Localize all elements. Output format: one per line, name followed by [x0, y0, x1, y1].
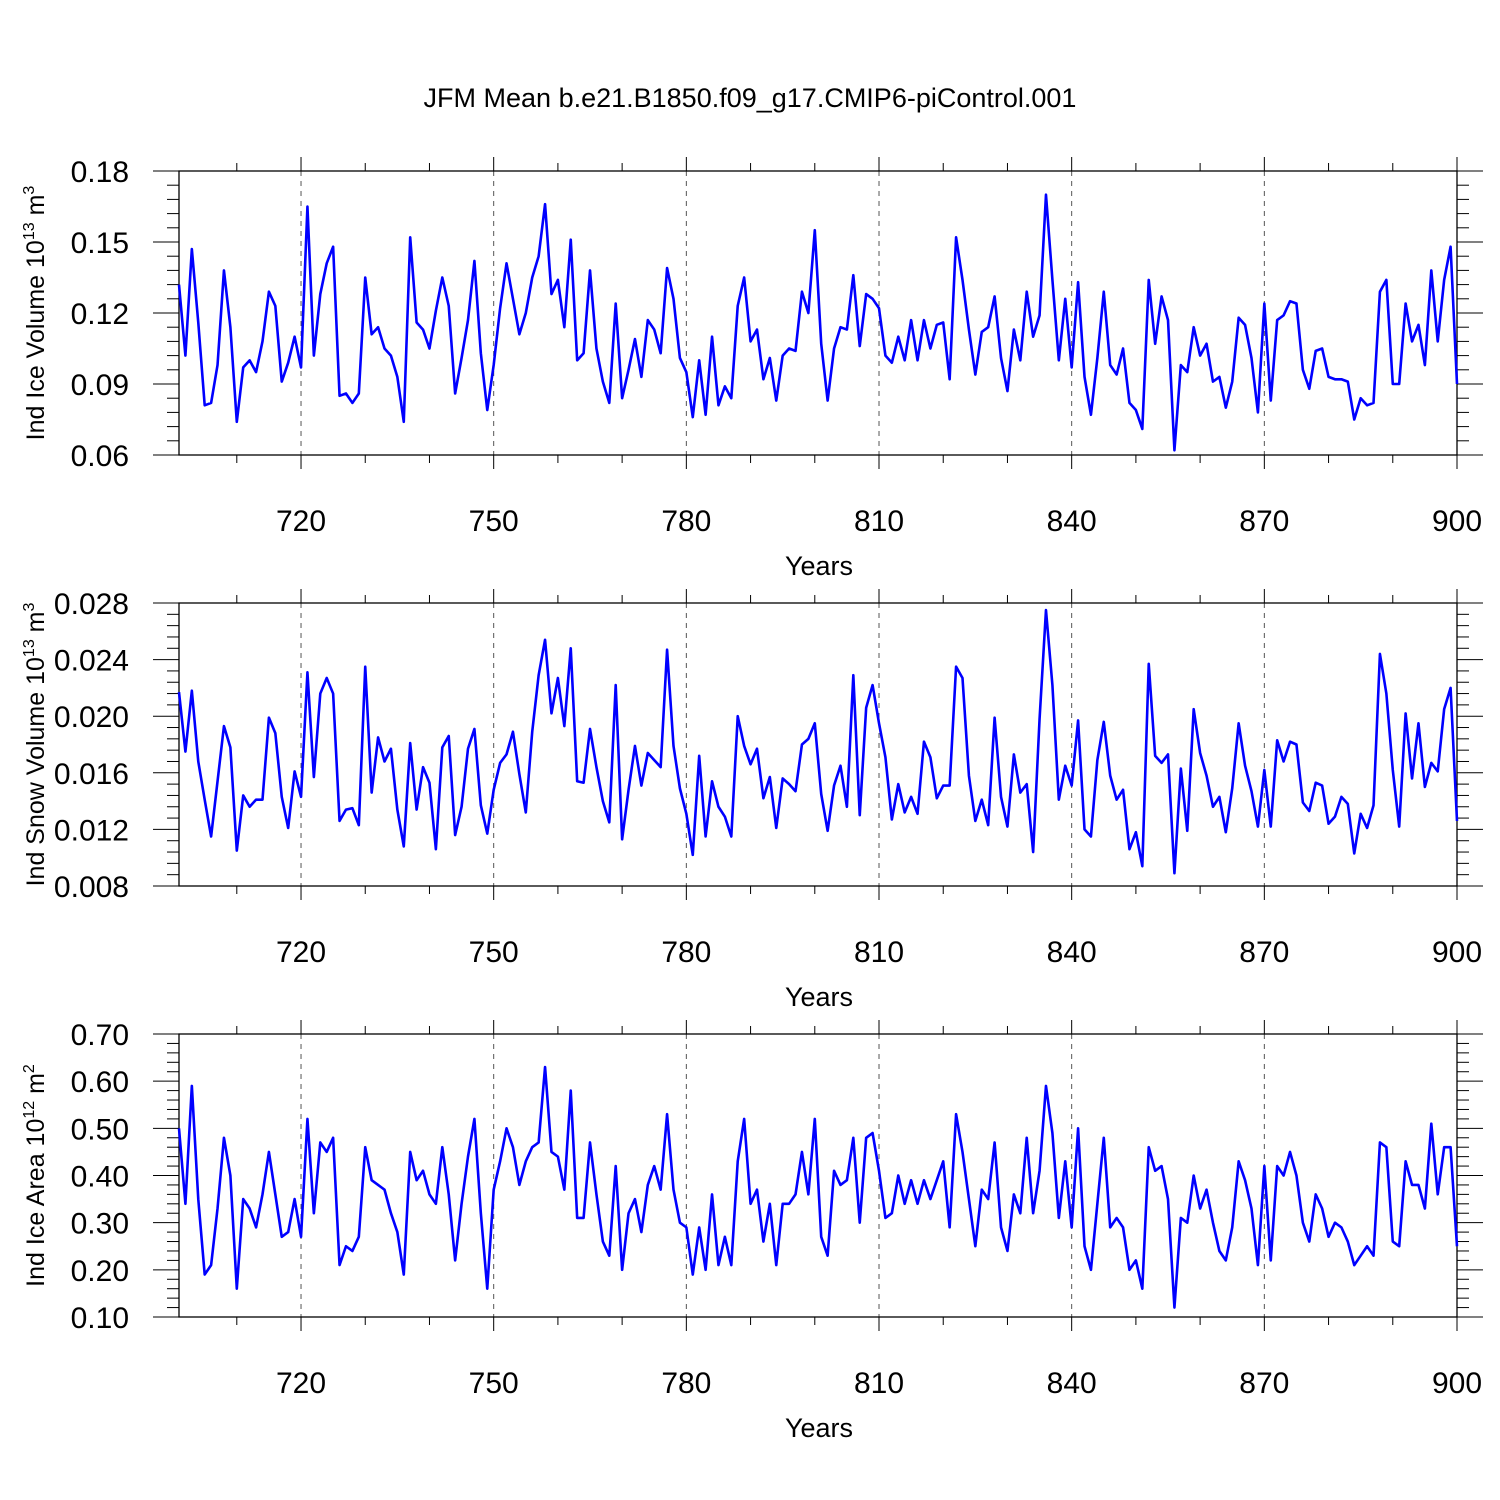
x-tick-label: 720: [276, 936, 326, 969]
y-tick-label: 0.012: [54, 814, 129, 847]
x-tick-label: 900: [1432, 1367, 1482, 1400]
y-axis-label-text: Ind Ice Area 10: [22, 1119, 50, 1287]
y-axis-label-superscript: 3: [21, 186, 38, 195]
x-axis-label: Years: [785, 1413, 853, 1443]
x-tick-label: 780: [661, 505, 711, 538]
series-line: [177, 608, 1459, 875]
x-tick-label: 780: [661, 1367, 711, 1400]
plot-frame: [178, 602, 1458, 887]
y-tick-label: 0.15: [71, 227, 129, 260]
y-axis-label: Ind Ice Volume 1013 m3: [21, 186, 50, 441]
x-tick-label: 780: [661, 936, 711, 969]
y-tick-label: 0.70: [71, 1019, 129, 1052]
x-tick-label: 810: [854, 936, 904, 969]
x-tick-label: 840: [1047, 936, 1097, 969]
x-tick-label: 900: [1432, 505, 1482, 538]
x-tick-label: 810: [854, 505, 904, 538]
y-tick-label: 0.50: [71, 1113, 129, 1146]
y-axis-label-text: Ind Snow Volume 10: [22, 657, 50, 886]
x-tick-label: 750: [469, 1367, 519, 1400]
x-tick-label: 900: [1432, 936, 1482, 969]
y-tick-label: 0.016: [54, 758, 129, 791]
y-tick-label: 0.09: [71, 369, 129, 402]
y-axis-label-superscript: 13: [21, 639, 38, 657]
x-tick-label: 810: [854, 1367, 904, 1400]
chart-panel-3: 720 750 780 810 840 870 900 Years 0.10 0.20 0.30 0.…: [21, 1019, 1483, 1443]
x-tick-label: 870: [1239, 1367, 1289, 1400]
x-tick-label: 750: [469, 505, 519, 538]
series-line: [177, 193, 1459, 452]
y-axis-label-text: m: [22, 195, 50, 223]
y-axis-label-text: m: [22, 1073, 50, 1101]
panels: 720 750 780 810 840 870 900 Years 0.06 0.09 0.12 0.…: [21, 156, 1483, 1443]
y-axis-label: Ind Ice Area 1012 m2: [21, 1064, 50, 1287]
y-tick-label: 0.40: [71, 1161, 129, 1194]
y-axis-label-superscript: 12: [21, 1101, 38, 1119]
x-tick-label: 840: [1047, 505, 1097, 538]
y-tick-label: 0.028: [54, 588, 129, 621]
chart-panel-1: 720 750 780 810 840 870 900 Years 0.06 0.09 0.12 0.…: [21, 156, 1483, 581]
series-line: [177, 1065, 1459, 1309]
x-tick-label: 720: [276, 505, 326, 538]
y-tick-label: 0.60: [71, 1066, 129, 1099]
y-tick-label: 0.30: [71, 1208, 129, 1241]
x-tick-label: 840: [1047, 1367, 1097, 1400]
x-axis-label: Years: [785, 551, 853, 581]
y-tick-label: 0.10: [71, 1302, 129, 1335]
y-axis-label-superscript: 2: [21, 1064, 38, 1073]
chart-panel-2: 720 750 780 810 840 870 900 Years 0.008 0.012 0.01…: [21, 588, 1483, 1012]
x-tick-label: 870: [1239, 505, 1289, 538]
x-tick-label: 720: [276, 1367, 326, 1400]
x-tick-label: 870: [1239, 936, 1289, 969]
y-tick-label: 0.008: [54, 871, 129, 904]
y-axis-label-superscript: 3: [21, 603, 38, 612]
y-tick-label: 0.024: [54, 645, 129, 678]
y-axis-label-superscript: 13: [21, 222, 38, 240]
y-tick-label: 0.06: [71, 440, 129, 473]
y-axis-label: Ind Snow Volume 1013 m3: [21, 603, 50, 887]
y-tick-label: 0.12: [71, 298, 129, 331]
y-tick-label: 0.18: [71, 156, 129, 189]
x-axis-label: Years: [785, 982, 853, 1012]
y-tick-label: 0.20: [71, 1255, 129, 1288]
y-tick-label: 0.020: [54, 701, 129, 734]
y-axis-label-text: m: [22, 612, 50, 640]
y-axis-label-text: Ind Ice Volume 10: [22, 240, 50, 440]
figure-title: JFM Mean b.e21.B1850.f09_g17.CMIP6-piCon…: [424, 83, 1077, 113]
x-tick-label: 750: [469, 936, 519, 969]
